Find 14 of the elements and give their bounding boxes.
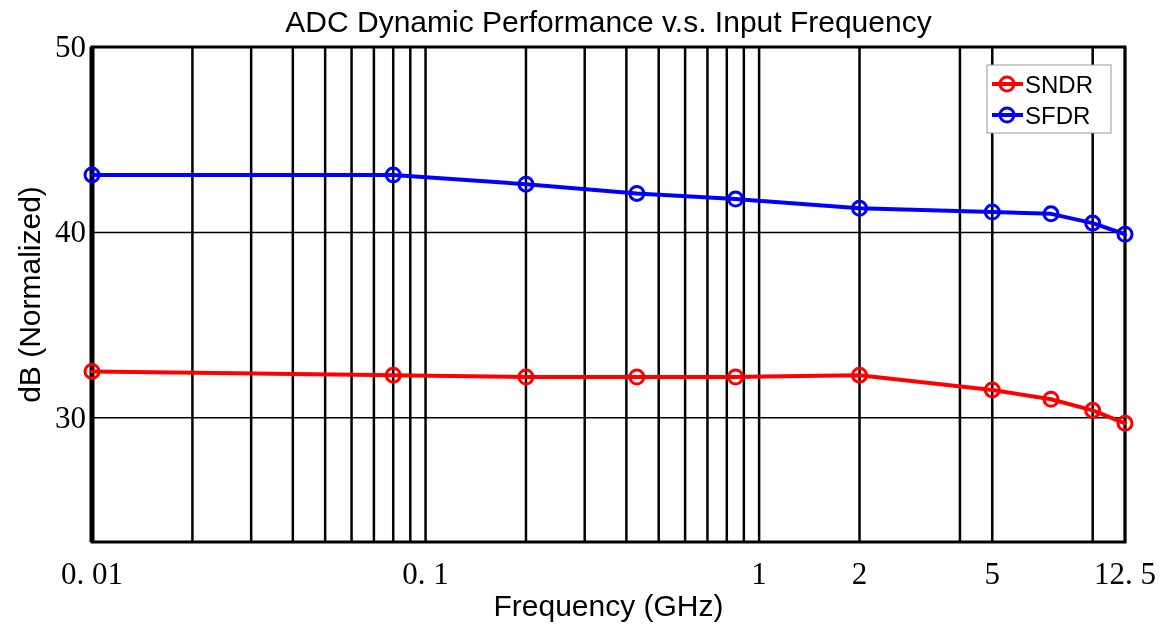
y-tick-label: 50 [55,29,86,64]
x-tick-label: 0. 01 [61,556,123,591]
legend-label: SNDR [1025,71,1094,98]
x-tick-label: 5 [984,556,1001,591]
y-tick-label: 40 [55,214,86,250]
chart-title: ADC Dynamic Performance v.s. Input Frequency [285,5,932,38]
y-axis-title: dB (Normalized) [13,186,46,403]
x-tick-label: 0. 1 [402,556,449,591]
y-tick-label: 30 [55,399,86,435]
x-tick-label: 2 [851,556,868,591]
x-axis-title: Frequency (GHz) [493,589,724,622]
legend-label: SFDR [1025,102,1091,129]
x-tick-label: 12. 5 [1094,556,1156,591]
x-tick-label: 1 [751,556,767,591]
